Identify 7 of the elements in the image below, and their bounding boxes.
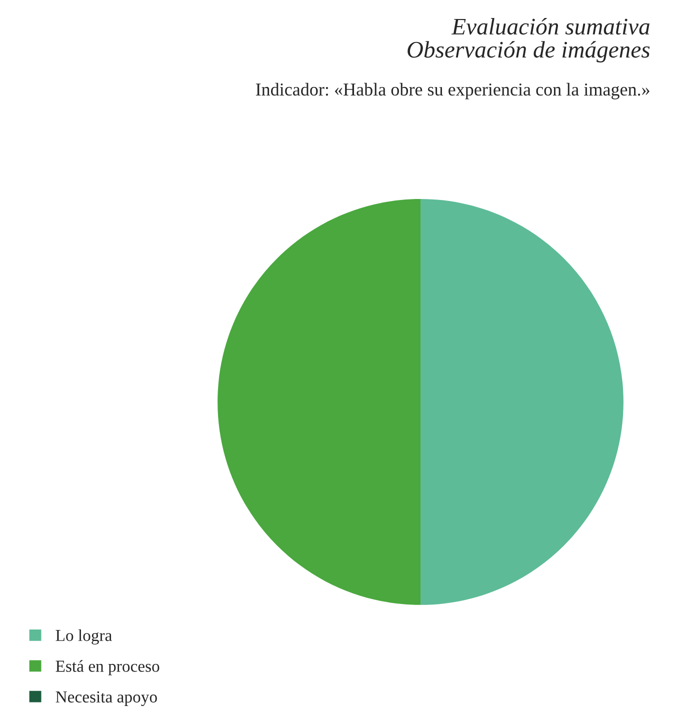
legend-label: Necesita apoyo — [56, 691, 157, 706]
chart-title: Evaluación sumativa Observación de imágenes — [408, 18, 650, 63]
pie-slice — [420, 199, 624, 605]
legend-label: Lo logra — [56, 629, 112, 645]
pie-slice — [218, 199, 421, 605]
chart-subtitle: Indicador: «Habla obre su experiencia con la imagen.» — [256, 82, 650, 100]
legend-label: Está en proceso — [56, 660, 160, 676]
